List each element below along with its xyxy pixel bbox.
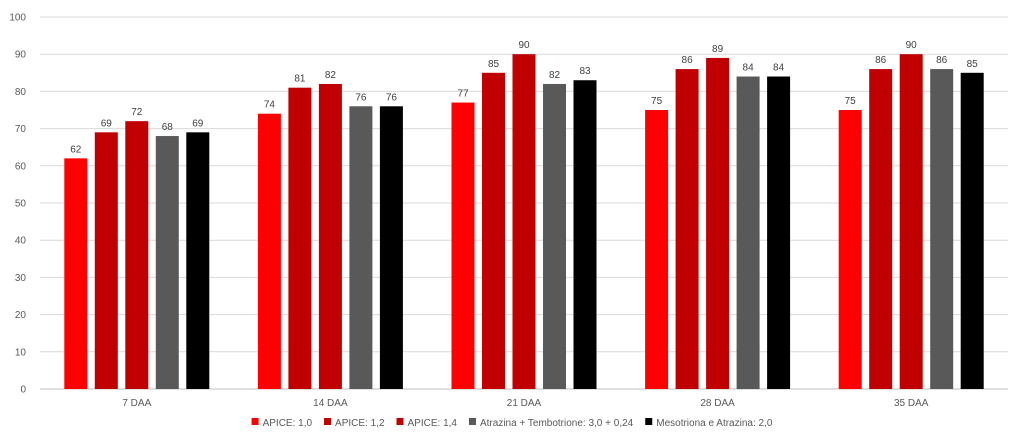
data-label: 84	[743, 63, 755, 74]
x-axis: 7 DAA 14 DAA 21 DAA 28 DAA 35 DAA	[122, 398, 928, 409]
bar	[573, 80, 597, 390]
data-label: 85	[488, 59, 500, 70]
y-tick-label: 10	[15, 347, 27, 358]
bar	[186, 132, 210, 389]
legend-label: APICE: 1,4	[408, 418, 458, 429]
bar	[899, 54, 923, 389]
legend-label: APICE: 1,2	[335, 418, 385, 429]
bar	[767, 76, 791, 390]
data-label: 75	[845, 96, 857, 107]
x-tick-label: 28 DAA	[700, 398, 735, 409]
bar	[379, 106, 403, 389]
legend-swatch	[251, 418, 259, 425]
bar	[349, 106, 373, 389]
y-tick-label: 70	[15, 124, 27, 135]
x-tick-label: 14 DAA	[313, 398, 348, 409]
x-tick-label: 7 DAA	[122, 398, 151, 409]
legend-label: Mesotriona e Atrazina: 2,0	[656, 418, 773, 429]
data-label: 82	[549, 70, 561, 81]
y-tick-label: 80	[15, 87, 27, 98]
bars: 62 69 72 68 69 74 81 82 76 76 77 85 90 82 83 75 86 89 84 84…	[64, 40, 984, 390]
bar	[869, 69, 893, 389]
bar	[318, 83, 342, 390]
bar	[94, 132, 118, 389]
bar	[64, 158, 88, 389]
legend-swatch	[396, 418, 404, 425]
y-tick-label: 60	[15, 161, 27, 172]
bar	[288, 87, 312, 390]
bar	[512, 54, 536, 389]
data-label: 81	[294, 74, 306, 85]
bar	[451, 102, 475, 389]
data-label: 86	[682, 55, 694, 66]
data-label: 75	[651, 96, 663, 107]
bar	[543, 83, 566, 390]
data-label: 85	[967, 59, 979, 70]
data-label: 69	[101, 118, 113, 129]
data-label: 68	[162, 122, 174, 133]
data-label: 76	[355, 92, 367, 103]
legend-swatch	[324, 418, 332, 425]
data-label: 62	[70, 144, 82, 155]
bar	[930, 69, 954, 389]
bar	[838, 110, 862, 389]
y-tick-label: 90	[15, 50, 27, 61]
legend-label: Atrazina + Tembotrione: 3,0 + 0,24	[480, 418, 634, 429]
data-label: 90	[906, 40, 918, 51]
data-label: 86	[875, 55, 887, 66]
data-label: 69	[192, 118, 204, 129]
bar	[482, 72, 505, 390]
y-tick-label: 40	[15, 236, 27, 247]
y-tick-label: 0	[20, 385, 26, 396]
bar	[706, 57, 730, 390]
x-tick-label: 35 DAA	[894, 398, 929, 409]
data-label: 89	[712, 44, 724, 55]
y-tick-label: 50	[15, 199, 27, 210]
bar	[257, 113, 281, 389]
data-label: 83	[579, 66, 591, 77]
data-label: 76	[386, 92, 398, 103]
y-tick-label: 20	[15, 310, 27, 321]
bar	[736, 76, 760, 390]
bar	[645, 110, 669, 389]
data-label: 74	[264, 100, 276, 111]
data-label: 86	[936, 55, 948, 66]
data-label: 77	[457, 89, 469, 100]
y-tick-label: 30	[15, 273, 27, 284]
legend: APICE: 1,0 APICE: 1,2 APICE: 1,4 Atrazina +…	[251, 418, 773, 429]
legend-label: APICE: 1,0	[263, 418, 313, 429]
data-label: 72	[131, 107, 143, 118]
y-tick-label: 100	[9, 13, 26, 24]
y-axis: 0 10 20 30 40 50 60 70 80 90 100	[9, 13, 26, 396]
bar	[960, 72, 984, 390]
x-tick-label: 21 DAA	[507, 398, 542, 409]
legend-swatch	[468, 418, 476, 425]
data-label: 82	[325, 70, 337, 81]
bar	[155, 136, 179, 389]
bar	[675, 69, 699, 389]
data-label: 90	[518, 40, 530, 51]
legend-swatch	[645, 418, 653, 425]
data-label: 84	[773, 63, 785, 74]
bar	[125, 121, 149, 389]
